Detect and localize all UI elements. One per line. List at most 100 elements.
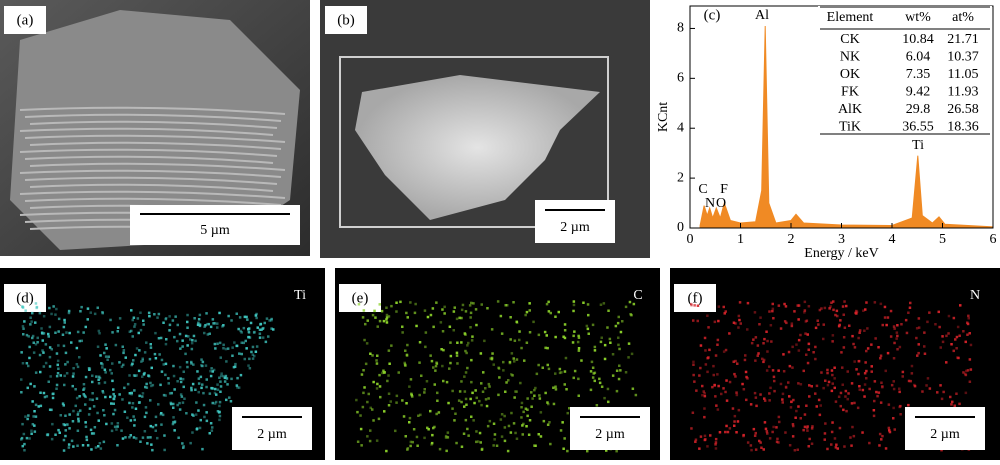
map-pixel	[796, 304, 799, 307]
map-pixel	[863, 383, 867, 386]
map-pixel	[107, 355, 110, 358]
map-pixel	[768, 310, 771, 313]
map-pixel	[426, 426, 429, 430]
map-pixel	[441, 330, 445, 333]
map-pixel	[757, 352, 760, 355]
map-pixel	[726, 430, 730, 434]
map-pixel	[67, 443, 71, 446]
map-pixel	[386, 379, 389, 383]
map-pixel	[383, 371, 386, 374]
map-pixel	[120, 365, 124, 368]
map-pixel	[808, 395, 811, 398]
map-pixel	[429, 409, 432, 413]
map-pixel	[940, 448, 943, 452]
map-pixel	[64, 429, 67, 432]
map-pixel	[197, 377, 201, 380]
map-pixel	[595, 404, 599, 407]
map-pixel	[87, 413, 91, 416]
map-pixel	[542, 419, 546, 423]
map-pixel	[118, 393, 121, 396]
map-pixel	[739, 322, 742, 325]
map-pixel	[41, 332, 44, 335]
map-pixel	[68, 413, 71, 416]
label-box	[325, 6, 367, 34]
map-pixel	[448, 367, 451, 370]
map-pixel	[707, 356, 710, 359]
map-pixel	[51, 396, 55, 400]
map-pixel	[57, 330, 60, 333]
map-pixel	[436, 399, 439, 402]
map-pixel	[356, 410, 359, 414]
map-pixel	[797, 405, 800, 408]
map-pixel	[722, 350, 726, 353]
map-pixel	[139, 311, 142, 314]
map-pixel	[458, 390, 462, 393]
map-pixel	[268, 319, 271, 322]
map-pixel	[448, 325, 452, 328]
map-pixel	[33, 410, 36, 413]
map-pixel	[870, 343, 873, 346]
map-pixel	[805, 404, 808, 407]
map-pixel	[134, 353, 137, 357]
map-pixel	[26, 417, 29, 421]
map-pixel	[824, 422, 827, 425]
map-pixel	[879, 354, 883, 357]
map-pixel	[544, 391, 547, 395]
map-pixel	[395, 301, 398, 304]
map-pixel	[865, 377, 868, 380]
map-pixel	[141, 436, 145, 439]
map-pixel	[128, 436, 131, 439]
map-pixel	[696, 304, 700, 307]
map-pixel	[33, 430, 37, 433]
map-pixel	[369, 429, 372, 432]
map-pixel	[76, 444, 79, 447]
map-pixel	[197, 382, 201, 385]
map-pixel	[213, 322, 217, 325]
map-pixel	[703, 415, 706, 419]
map-pixel	[54, 433, 57, 436]
map-pixel	[577, 336, 581, 339]
map-pixel	[706, 314, 709, 317]
map-pixel	[763, 337, 766, 341]
map-pixel	[242, 341, 245, 345]
map-pixel	[142, 323, 145, 326]
map-pixel	[34, 415, 38, 418]
map-pixel	[192, 414, 195, 417]
map-pixel	[765, 330, 768, 333]
layer-line	[24, 113, 282, 122]
map-pixel	[55, 383, 59, 387]
map-pixel	[168, 392, 172, 395]
map-pixel	[617, 336, 620, 339]
map-pixel	[507, 379, 510, 382]
layer-line	[29, 141, 282, 150]
map-pixel	[217, 411, 221, 414]
map-pixel	[230, 319, 233, 322]
map-pixel	[457, 399, 461, 402]
map-pixel	[956, 325, 960, 329]
map-pixel	[180, 395, 184, 398]
map-pixel	[763, 399, 767, 402]
map-pixel	[701, 384, 704, 388]
map-pixel	[219, 356, 222, 359]
map-pixel	[97, 375, 101, 379]
map-pixel	[805, 426, 809, 430]
map-pixel	[557, 310, 560, 314]
map-pixel	[100, 362, 103, 365]
map-pixel	[533, 388, 536, 392]
map-pixel	[518, 330, 521, 333]
map-pixel	[256, 326, 259, 329]
map-pixel	[490, 356, 494, 360]
map-pixel	[760, 446, 763, 449]
map-pixel	[745, 398, 748, 402]
map-pixel	[493, 433, 497, 436]
map-pixel	[531, 397, 534, 400]
map-pixel	[114, 343, 118, 347]
map-pixel	[893, 341, 896, 345]
map-pixel	[850, 402, 854, 405]
map-pixel	[603, 357, 607, 361]
map-pixel	[563, 383, 566, 386]
map-pixel	[617, 315, 620, 319]
map-pixel	[758, 439, 761, 443]
map-pixel	[753, 311, 757, 314]
map-pixel	[190, 362, 193, 365]
